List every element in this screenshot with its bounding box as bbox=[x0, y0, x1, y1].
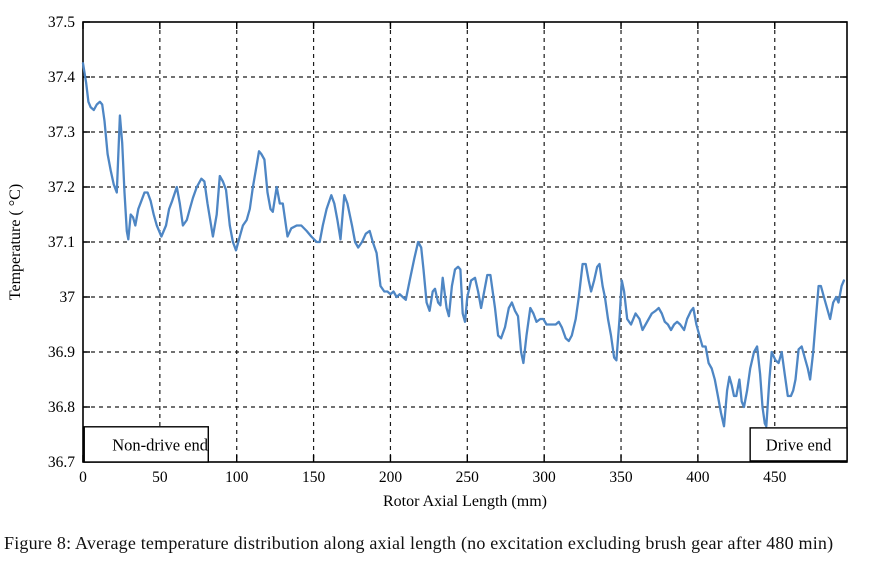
series-average-temperature bbox=[81, 62, 846, 428]
annotation-label: Non-drive end bbox=[112, 435, 209, 454]
y-tick-label: 37.3 bbox=[48, 124, 75, 141]
y-tick-label: 37 bbox=[60, 289, 76, 306]
x-tick-label: 100 bbox=[225, 469, 249, 486]
x-tick-label: 50 bbox=[152, 469, 168, 486]
x-tick-label: 150 bbox=[302, 469, 326, 486]
x-tick-label: 300 bbox=[533, 469, 557, 486]
y-tick-label: 37.5 bbox=[48, 14, 75, 31]
x-tick-label: 450 bbox=[763, 469, 787, 486]
y-tick-label: 36.7 bbox=[48, 454, 75, 471]
annotation-label: Drive end bbox=[766, 435, 832, 454]
y-axis-title: Temperature ( °C) bbox=[7, 184, 24, 300]
y-tick-label: 37.2 bbox=[48, 179, 75, 196]
x-tick-label: 350 bbox=[609, 469, 633, 486]
y-tick-label: 37.1 bbox=[48, 234, 75, 251]
x-tick-label: 200 bbox=[379, 469, 403, 486]
x-tick-label: 400 bbox=[686, 469, 710, 486]
annotation-box bbox=[749, 427, 848, 462]
annotation-box bbox=[83, 426, 209, 463]
y-tick-label: 36.9 bbox=[48, 344, 75, 361]
x-tick-label: 250 bbox=[456, 469, 480, 486]
y-tick-label: 36.8 bbox=[48, 399, 75, 416]
y-tick-label: 37.4 bbox=[48, 69, 75, 86]
x-tick-label: 0 bbox=[79, 469, 87, 486]
temperature-line-chart: 0 50 100 150 200 250 300 350 400 450 36.7 36.8 36.9 3… bbox=[7, 14, 848, 510]
x-axis-title: Rotor Axial Length (mm) bbox=[383, 493, 547, 510]
figure-caption: Figure 8: Average temperature distributi… bbox=[4, 533, 834, 553]
